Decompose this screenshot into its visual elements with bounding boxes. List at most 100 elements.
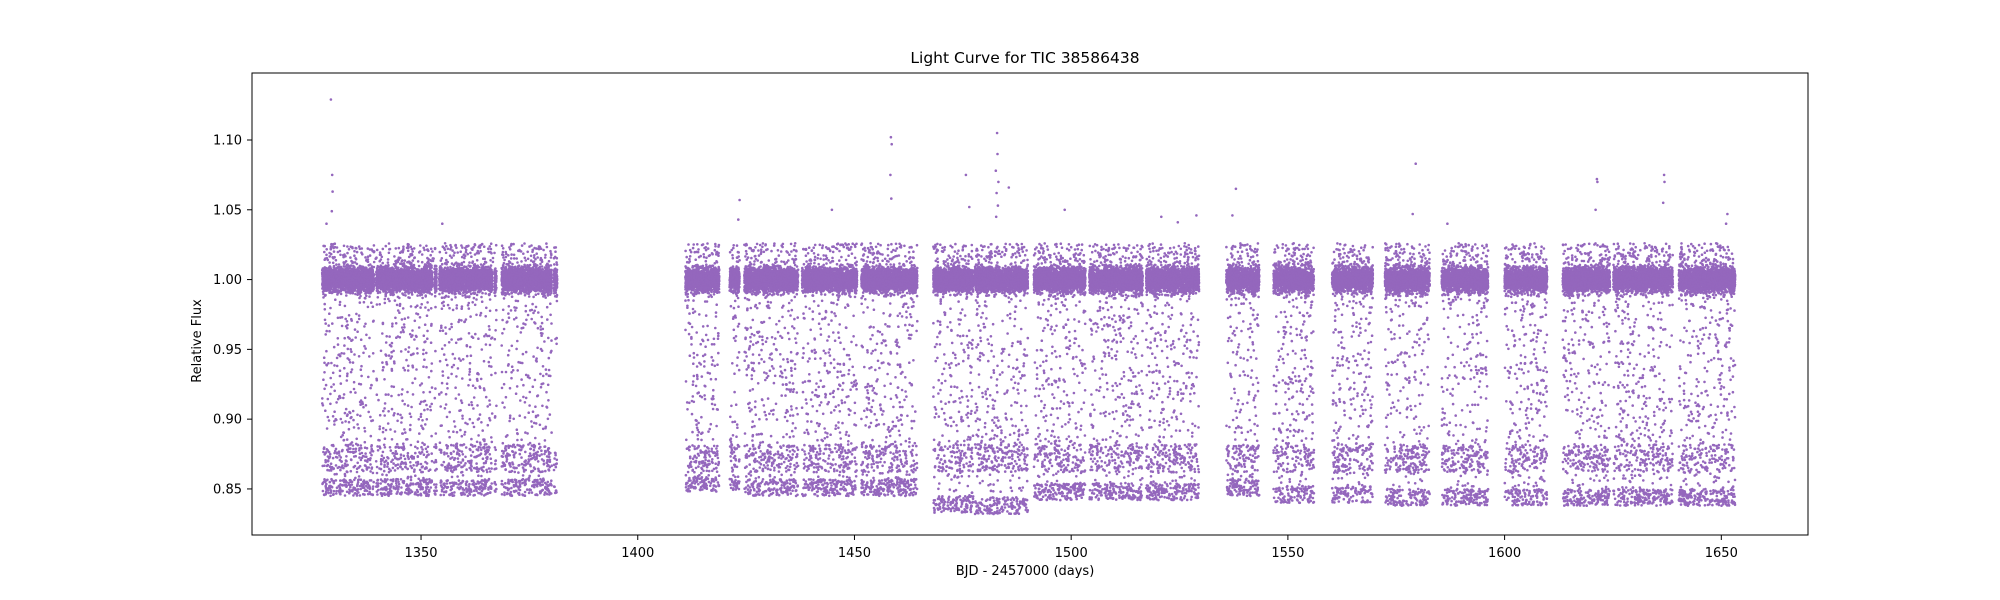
data-point <box>356 423 359 426</box>
data-point <box>360 383 363 386</box>
data-point <box>356 330 359 333</box>
data-point <box>343 393 346 396</box>
data-point <box>364 452 367 455</box>
data-point <box>369 479 372 482</box>
data-point <box>323 371 326 374</box>
data-point <box>339 369 342 372</box>
data-point <box>322 490 325 493</box>
data-point <box>343 253 346 256</box>
data-point <box>325 384 328 387</box>
data-point <box>343 344 346 347</box>
data-point <box>377 296 380 299</box>
data-point <box>356 321 359 324</box>
data-point <box>325 493 328 496</box>
data-point <box>369 254 372 257</box>
data-point <box>372 485 375 488</box>
data-point <box>350 272 353 275</box>
data-point <box>369 270 372 273</box>
data-point <box>350 319 353 322</box>
data-point <box>360 447 363 450</box>
data-point <box>366 260 369 263</box>
data-point <box>359 265 362 268</box>
data-point <box>377 399 380 402</box>
data-point <box>332 493 335 496</box>
data-point <box>360 338 363 341</box>
data-point <box>348 314 351 317</box>
data-point <box>343 245 346 248</box>
data-point <box>333 346 336 349</box>
data-point <box>354 247 357 250</box>
data-point <box>424 294 427 297</box>
data-point <box>355 448 358 451</box>
data-point <box>356 485 359 488</box>
data-point <box>354 289 357 292</box>
data-point <box>353 272 356 275</box>
data-point <box>353 254 356 257</box>
data-point <box>353 266 356 269</box>
data-point <box>351 490 354 493</box>
data-point <box>348 290 351 293</box>
data-point <box>351 483 354 486</box>
data-point <box>353 353 356 356</box>
data-point <box>360 286 363 289</box>
data-point <box>372 488 375 491</box>
data-point <box>358 273 361 276</box>
data-point <box>341 450 344 453</box>
data-point <box>348 248 351 251</box>
data-point <box>330 462 333 465</box>
data-point <box>343 367 346 370</box>
data-point <box>358 314 361 317</box>
data-point <box>434 295 437 298</box>
data-point <box>329 465 332 468</box>
data-point <box>328 312 331 315</box>
data-point <box>336 456 339 459</box>
data-point <box>327 459 330 462</box>
data-point <box>339 375 342 378</box>
data-point <box>371 449 374 452</box>
data-point <box>329 286 332 289</box>
data-point <box>339 459 342 462</box>
data-point <box>330 469 333 472</box>
data-point <box>338 395 341 398</box>
data-point <box>372 352 375 355</box>
data-point <box>358 245 361 248</box>
data-point <box>371 265 374 268</box>
data-point <box>353 381 356 384</box>
data-point <box>339 469 342 472</box>
data-point <box>363 427 366 430</box>
data-point <box>335 263 338 266</box>
data-point <box>368 295 371 298</box>
data-point <box>346 288 349 291</box>
data-point <box>354 293 357 296</box>
data-point <box>364 267 367 270</box>
data-point <box>325 364 328 367</box>
data-point <box>355 258 358 261</box>
data-point <box>336 365 339 368</box>
data-point <box>323 388 326 391</box>
data-point <box>329 495 332 498</box>
data-point <box>375 378 378 381</box>
data-point <box>346 245 349 248</box>
data-point <box>325 254 328 257</box>
data-point <box>346 268 349 271</box>
data-point <box>321 397 324 400</box>
data-point <box>358 449 361 452</box>
data-point <box>329 393 332 396</box>
data-point <box>332 243 335 246</box>
data-point <box>348 421 351 424</box>
data-point <box>375 460 378 463</box>
data-point <box>338 268 341 271</box>
data-point <box>330 245 333 248</box>
data-point <box>353 487 356 490</box>
data-point <box>349 245 352 248</box>
data-point <box>328 252 331 255</box>
data-point <box>356 251 359 254</box>
data-point <box>348 277 351 280</box>
data-point <box>349 361 352 364</box>
data-point <box>364 430 367 433</box>
data-point <box>360 251 363 254</box>
data-point <box>370 435 373 438</box>
data-point <box>367 376 370 379</box>
data-point <box>364 455 367 458</box>
data-point <box>356 283 359 286</box>
